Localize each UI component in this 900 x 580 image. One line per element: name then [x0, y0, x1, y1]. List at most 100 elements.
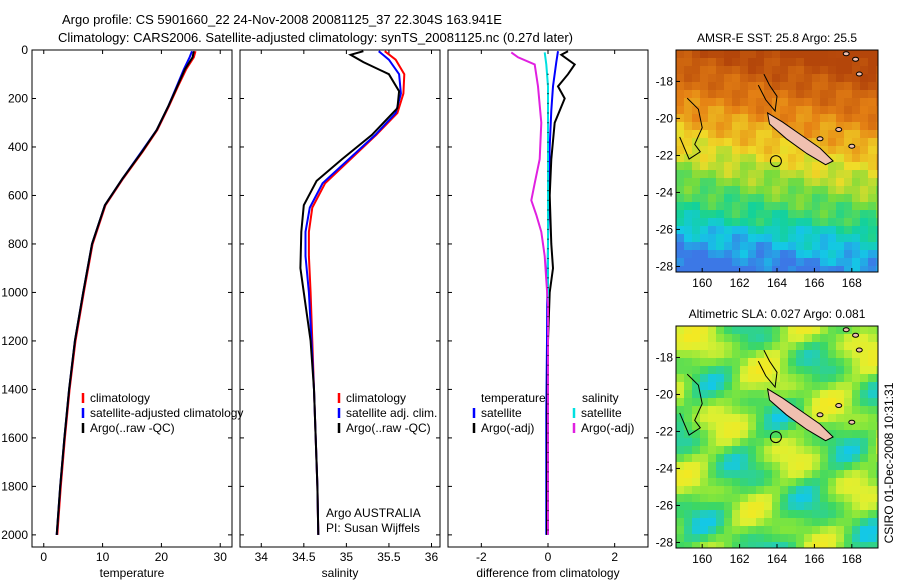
heat-cell [716, 106, 725, 115]
map-x-tick-label: 164 [767, 552, 787, 566]
heat-cell [804, 106, 813, 115]
heat-cell [756, 374, 765, 383]
heat-cell [780, 258, 789, 267]
heat-cell [724, 258, 733, 267]
heat-cell [868, 374, 877, 383]
heat-cell [860, 326, 869, 335]
heat-cell [684, 82, 693, 91]
heat-cell [732, 438, 741, 447]
heat-cell [804, 438, 813, 447]
heat-cell [876, 154, 878, 163]
heat-cell [836, 414, 845, 423]
heat-cell [812, 74, 821, 83]
heat-cell [812, 130, 821, 139]
heat-cell [716, 470, 725, 479]
heat-cell [716, 186, 725, 195]
heat-cell [700, 486, 709, 495]
heat-cell [740, 374, 749, 383]
heat-cell [836, 90, 845, 99]
heat-cell [876, 58, 878, 67]
heat-cell [676, 170, 685, 179]
heat-cell [836, 526, 845, 535]
heat-cell [796, 258, 805, 267]
figure-title-line1: Argo profile: CS 5901660_22 24-Nov-2008 … [62, 12, 502, 27]
heat-cell [724, 494, 733, 503]
heat-cell [876, 106, 878, 115]
heat-cell [684, 146, 693, 155]
heat-cell [852, 478, 861, 487]
heat-cell [772, 170, 781, 179]
series-line [299, 50, 401, 535]
heat-cell [788, 242, 797, 251]
heat-cell [692, 518, 701, 527]
heat-cell [836, 98, 845, 107]
heat-cell [868, 358, 877, 367]
heat-cell [724, 534, 733, 543]
heat-cell [876, 470, 878, 479]
heat-cell [860, 470, 869, 479]
heat-cell [820, 202, 829, 211]
heat-cell [748, 242, 757, 251]
heat-cell [820, 350, 829, 359]
zero-reference-dot [547, 141, 549, 143]
y-tick-label: 1200 [1, 334, 28, 348]
heat-cell [844, 414, 853, 423]
heat-cell [852, 218, 861, 227]
heat-cell [700, 186, 709, 195]
heat-cell [820, 234, 829, 243]
heat-cell [860, 486, 869, 495]
heat-cell [764, 66, 773, 75]
heat-cell [740, 382, 749, 391]
heat-cell [828, 210, 837, 219]
heat-cell [692, 258, 701, 267]
heat-cell [780, 66, 789, 75]
heat-cell [748, 462, 757, 471]
heat-cell [764, 470, 773, 479]
heat-cell [868, 226, 877, 235]
heat-cell [708, 226, 717, 235]
heat-cell [700, 194, 709, 203]
heat-cell [772, 250, 781, 259]
heat-cell [732, 146, 741, 155]
heat-cell [756, 382, 765, 391]
heat-cell [868, 326, 877, 335]
heat-cell [876, 430, 878, 439]
heat-cell [740, 438, 749, 447]
heat-cell [780, 242, 789, 251]
heat-cell [780, 58, 789, 67]
heat-cell [836, 146, 845, 155]
heat-cell [764, 202, 773, 211]
heat-cell [860, 414, 869, 423]
heat-cell [724, 122, 733, 131]
heat-cell [684, 138, 693, 147]
series-group-3 [510, 50, 577, 535]
heat-cell [748, 162, 757, 171]
x-tick-label: 34.5 [292, 550, 316, 564]
legend-label: Argo(..raw -QC) [346, 421, 431, 435]
heat-cell [692, 138, 701, 147]
heat-cell [716, 210, 725, 219]
heat-cell [748, 98, 757, 107]
heat-cell [876, 178, 878, 187]
heat-cell [844, 486, 853, 495]
heat-cell [684, 534, 693, 543]
heat-cell [692, 106, 701, 115]
heat-cell [692, 366, 701, 375]
heat-cell [684, 478, 693, 487]
zero-reference-dot [547, 209, 549, 211]
heat-cell [732, 210, 741, 219]
heat-cell [796, 114, 805, 123]
heat-cell [844, 258, 853, 267]
heat-cell [740, 390, 749, 399]
heat-cell [756, 494, 765, 503]
heat-cell [796, 90, 805, 99]
heat-cell [844, 446, 853, 455]
heat-cell [836, 486, 845, 495]
heat-cell [844, 210, 853, 219]
heat-cell [692, 114, 701, 123]
heat-cell [812, 162, 821, 171]
heat-cell [860, 66, 869, 75]
heat-cell [708, 266, 717, 272]
heat-cell [836, 226, 845, 235]
heat-cell [700, 226, 709, 235]
